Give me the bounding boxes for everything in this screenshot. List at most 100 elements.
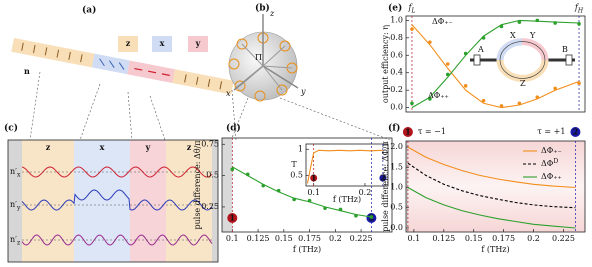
data-line [306, 149, 383, 184]
axis-label: z [269, 9, 275, 18]
marker-badge [570, 127, 581, 137]
strip-segment [172, 69, 234, 95]
wave [21, 166, 213, 178]
x-axis-label: f (THz) [333, 195, 361, 204]
data-point [499, 104, 504, 108]
panel-label: (c) [4, 123, 18, 134]
y-tick-label: 1.0 [390, 183, 403, 192]
y-tick-label: 0.0 [390, 223, 403, 232]
wave-label: n′z [10, 235, 20, 246]
marker-badge [227, 213, 238, 223]
region-label: x [100, 142, 105, 152]
panel-label: (d) [226, 123, 241, 134]
data-point [230, 167, 235, 172]
region [130, 140, 166, 262]
data-point [428, 97, 432, 101]
series-label: ΔΦ₊₊ [428, 91, 449, 100]
data-point [577, 81, 581, 85]
data-point [307, 198, 312, 203]
x-tick-label: 0.1 [307, 188, 320, 197]
region-label: z [46, 142, 51, 152]
data-point [535, 95, 540, 99]
data-point [245, 172, 250, 177]
sphere-label: Π [255, 53, 262, 62]
axis-label: x [226, 89, 231, 98]
region [8, 140, 22, 262]
wave-label: n′x [10, 167, 21, 178]
x-tick-label: 0.15 [275, 234, 293, 243]
data-line [407, 187, 576, 229]
data-point [499, 24, 504, 29]
marker-label: 2 [380, 173, 386, 183]
panel-label: (b) [255, 3, 270, 14]
box [188, 36, 208, 52]
data-line [407, 146, 576, 189]
box-label: z [126, 38, 131, 48]
data-point [553, 21, 557, 25]
data-point [535, 18, 540, 23]
x-axis-label: f (THz) [293, 245, 321, 254]
box-label: y [195, 38, 201, 48]
marker-label: fH [574, 3, 584, 14]
x-tick-label: 0.225 [552, 234, 575, 243]
x-tick-label: 0.225 [350, 234, 373, 243]
plot-frame [405, 140, 586, 233]
arrows [99, 58, 125, 70]
y-tick-label: 0.25 [201, 202, 219, 211]
data-point [323, 206, 327, 210]
marker-badge [402, 127, 413, 137]
data-line [232, 166, 372, 218]
x-tick-label: 0.175 [492, 234, 515, 243]
strip [11, 38, 234, 95]
x-tick-label: 0.15 [465, 234, 483, 243]
data-line [411, 24, 580, 109]
y-tick-label: 0.0 [390, 103, 403, 112]
plot-frame [405, 15, 586, 113]
y-tick-label: 1 [298, 144, 303, 153]
arm-label: X [510, 31, 516, 40]
x-tick-label: 0.125 [247, 234, 270, 243]
data-point [481, 98, 486, 103]
x-tick-label: 0.125 [432, 234, 455, 243]
x-tick-label: 0.2 [527, 234, 540, 243]
y-tick-label: 0.5 [206, 171, 219, 180]
marker-label: 1 [230, 213, 236, 223]
port-label: A [477, 45, 484, 54]
wave [21, 234, 213, 246]
x-axis-label: f (THz) [481, 245, 509, 254]
data-point [276, 188, 281, 193]
marker-label: fL [407, 3, 415, 14]
y-axis-label: output efficiency: η [381, 25, 390, 103]
connector [231, 97, 391, 141]
y-tick-label: 0.6 [390, 50, 403, 59]
x-tick-label: 0.175 [298, 234, 321, 243]
legend-label: ΔΦ₊₊ [541, 172, 562, 181]
region [74, 140, 130, 262]
data-point [369, 215, 374, 219]
y-tick-label: 0.75 [201, 139, 219, 148]
x-tick-label: 0.2 [329, 234, 342, 243]
orbits [228, 32, 298, 102]
annotation: τ = +1 [537, 127, 565, 136]
y-tick-label: 0.2 [390, 85, 403, 94]
port-label: B [562, 45, 568, 54]
box [118, 36, 138, 52]
annotation: τ = −1 [418, 127, 446, 136]
region-label: y [145, 142, 151, 152]
rays [239, 43, 293, 91]
connector [29, 71, 237, 141]
data-point [338, 207, 343, 212]
y-axis-label: pulse difference: ΔΦ/π [381, 141, 390, 232]
data-point [354, 213, 358, 218]
data-point [445, 72, 450, 77]
arrows [21, 42, 223, 90]
data-point [463, 51, 468, 56]
series-label: ΔΦ₊₋ [432, 17, 453, 26]
panel-label: (f) [388, 123, 400, 134]
y-tick-label: 0.5 [290, 171, 303, 180]
y-axis-label: T [291, 160, 297, 169]
data-point [292, 197, 296, 202]
x-tick-label: 0.2 [359, 188, 372, 197]
marker-badge [379, 174, 387, 182]
panel-label: (a) [82, 5, 96, 16]
